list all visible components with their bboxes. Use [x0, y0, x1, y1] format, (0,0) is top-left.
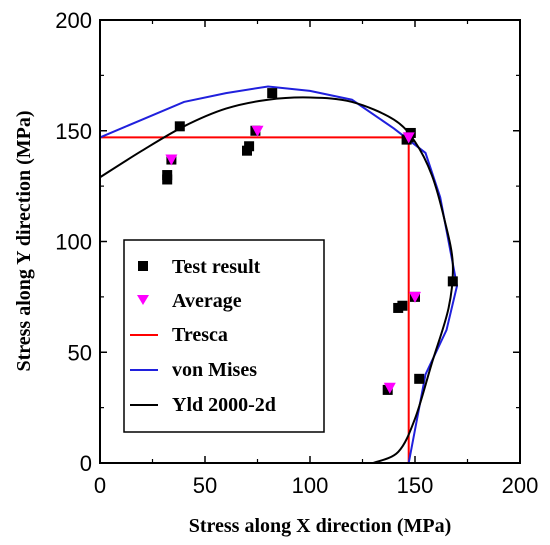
- legend-item-von-mises: von Mises: [130, 359, 257, 381]
- test-result-point: [267, 88, 278, 99]
- legend-item-test-result: Test result: [138, 256, 261, 278]
- legend-label: von Mises: [172, 359, 257, 381]
- test-result-point: [382, 384, 393, 395]
- test-result-point: [244, 141, 255, 152]
- series-points: [162, 88, 458, 395]
- legend-label: Average: [172, 290, 242, 312]
- legend-item-yld2000: Yld 2000-2d: [130, 394, 276, 416]
- average-point: [383, 382, 396, 394]
- x-tick-label: 0: [94, 473, 106, 498]
- test-result-point: [162, 170, 173, 181]
- test-result-point: [414, 373, 425, 384]
- test-result-point: [174, 121, 185, 132]
- x-tick-labels: 0 50 100 150 200: [94, 473, 538, 498]
- test-result-point: [447, 276, 458, 287]
- x-tick-label: 150: [397, 473, 434, 498]
- y-tick-label: 0: [80, 451, 92, 476]
- legend: Test result Average Tresca von Mises Yld…: [123, 239, 325, 433]
- average-point: [402, 132, 415, 144]
- x-tick-label: 100: [292, 473, 329, 498]
- legend-label: Test result: [172, 256, 261, 278]
- y-tick-label: 50: [68, 340, 92, 365]
- series-line-yld-2000-2d: [99, 96, 454, 464]
- legend-marker-triangle: [137, 295, 149, 305]
- y-tick-labels: 0 50 100 150 200: [55, 8, 92, 476]
- x-tick-label: 200: [502, 473, 539, 498]
- average-point: [251, 125, 264, 137]
- y-tick-label: 100: [55, 230, 92, 255]
- average-point: [165, 154, 178, 166]
- x-tick-label: 50: [193, 473, 217, 498]
- y-tick-label: 150: [55, 119, 92, 144]
- series-line-von-mises: [99, 85, 459, 464]
- plot-frame: [99, 19, 521, 464]
- test-result-point: [397, 300, 408, 311]
- y-axis-title: Stress along Y direction (MPa): [13, 110, 35, 371]
- legend-item-tresca: Tresca: [130, 324, 228, 346]
- legend-label: Tresca: [172, 324, 228, 346]
- average-point: [409, 291, 421, 303]
- legend-item-average: Average: [137, 290, 242, 312]
- y-tick-label: 200: [55, 8, 92, 33]
- legend-label: Yld 2000-2d: [172, 394, 276, 416]
- x-axis-title: Stress along X direction (MPa): [189, 515, 452, 537]
- legend-marker-square: [138, 261, 148, 271]
